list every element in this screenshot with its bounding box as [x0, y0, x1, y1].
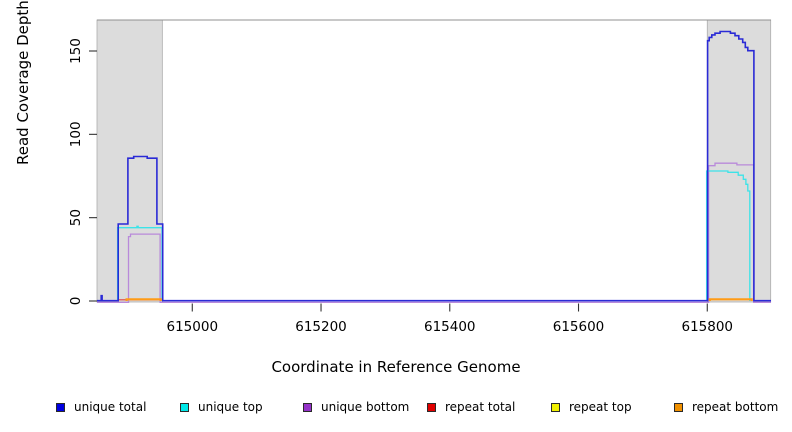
x-tick-label: 615800 — [681, 319, 733, 335]
y-tick-label: 50 — [68, 209, 84, 226]
x-axis-title: Coordinate in Reference Genome — [271, 358, 521, 376]
x-tick-label: 615200 — [295, 319, 347, 335]
series-repeat-bottom — [708, 298, 753, 301]
series-unique-top — [705, 170, 751, 301]
repeat-region-right — [706, 19, 772, 303]
legend-swatch-icon — [303, 402, 312, 412]
series-unique-total — [97, 30, 771, 302]
legend-item-repeat-bottom: repeat bottom — [674, 400, 778, 414]
legend-label: repeat top — [569, 400, 632, 414]
legend-label: unique total — [74, 400, 147, 414]
legend-item-unique-top: unique top — [180, 400, 263, 414]
legend-item-repeat-top: repeat top — [551, 400, 632, 414]
legend-swatch-icon — [427, 402, 436, 412]
legend-label: repeat total — [445, 400, 516, 414]
series-unique-top — [116, 225, 163, 301]
y-tick-label: 150 — [68, 38, 84, 64]
y-tick-label: 100 — [68, 121, 84, 147]
legend-item-repeat-total: repeat total — [427, 400, 515, 414]
repeat-region-left — [96, 19, 163, 303]
x-tick-label: 615000 — [167, 319, 219, 335]
legend-swatch-icon — [56, 402, 65, 412]
legend-swatch-icon — [551, 402, 560, 412]
series-unique-bottom — [97, 162, 771, 304]
x-tick-label: 615600 — [553, 319, 605, 335]
x-tick-label: 615400 — [424, 319, 476, 335]
legend-item-unique-bottom: unique bottom — [303, 400, 409, 414]
legend-label: unique bottom — [321, 400, 410, 414]
series-repeat-bottom — [125, 298, 162, 301]
legend-swatch-icon — [180, 402, 189, 412]
y-tick-label: 0 — [68, 297, 84, 306]
legend-swatch-icon — [674, 402, 683, 412]
legend-label: repeat bottom — [692, 400, 779, 414]
legend: unique total unique top unique bottom repea… — [0, 400, 792, 422]
legend-item-unique-total: unique total — [56, 400, 146, 414]
legend-label: unique top — [198, 400, 263, 414]
